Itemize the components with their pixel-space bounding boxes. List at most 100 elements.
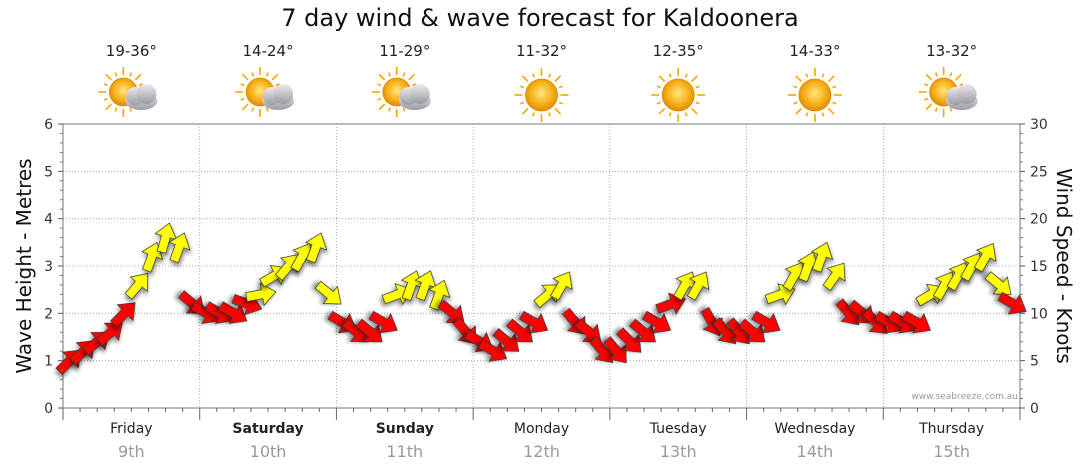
- wind-arrow: [641, 310, 672, 334]
- day-temp: 14-24°: [242, 42, 294, 60]
- wind-arrow-shape: [245, 282, 277, 306]
- sun-ray: [925, 73, 933, 81]
- sun-ray: [923, 97, 929, 101]
- sun-ray: [275, 83, 280, 87]
- sun-ray: [795, 107, 803, 115]
- wind-arrow-shape: [304, 232, 328, 264]
- wind-arrow: [686, 271, 710, 301]
- day-temp: 13-32°: [926, 42, 978, 60]
- day-name: Monday: [513, 421, 570, 437]
- y-left-tick-label: 0: [44, 401, 53, 417]
- wind-arrow: [738, 318, 766, 343]
- sun-cloud-icon: [98, 67, 158, 117]
- sun-ray: [821, 112, 825, 117]
- wave-height-line: [63, 351, 1013, 361]
- sun-ray: [793, 85, 798, 89]
- day-name: Wednesday: [774, 421, 856, 437]
- sun-ray: [114, 107, 118, 112]
- wind-arrow: [506, 318, 533, 343]
- sun-ray: [240, 97, 245, 101]
- sun-ray: [691, 75, 698, 83]
- left-axis-title: Wave Height - Metres: [12, 158, 36, 374]
- wind-arrow: [973, 242, 997, 273]
- y-left-tick-label: 3: [44, 259, 53, 275]
- y-right-tick-label: 5: [1030, 354, 1039, 370]
- sun-ray: [805, 73, 809, 78]
- wind-arrow: [810, 241, 834, 273]
- wind-arrow-shape: [574, 318, 602, 343]
- day-name: Thursday: [919, 421, 985, 437]
- wind-arrow: [437, 299, 465, 324]
- wind-arrow: [574, 318, 602, 343]
- sun-ray: [408, 73, 416, 81]
- wind-arrow-shape: [274, 254, 299, 281]
- sun-ray: [105, 73, 112, 81]
- sun-ray: [832, 101, 837, 105]
- wind-arrow: [304, 232, 328, 264]
- wind-arrow-shape: [428, 279, 451, 311]
- cloud-shape: [262, 84, 295, 110]
- sun-ray: [114, 72, 118, 77]
- y-right-tick-label: 15: [1030, 259, 1048, 275]
- wind-arrow-shape: [738, 318, 766, 343]
- wind-arrow-shape: [810, 241, 834, 273]
- sun-ray: [103, 97, 108, 101]
- sun-ray: [949, 72, 953, 77]
- sun-ray: [548, 112, 552, 117]
- y-right-tick-label: 0: [1030, 401, 1039, 417]
- sun-ray: [251, 72, 255, 77]
- day-temp: 14-33°: [789, 42, 841, 60]
- wind-arrow-shape: [506, 318, 533, 343]
- day-number: 15th: [933, 442, 971, 461]
- sun-ray: [793, 101, 798, 105]
- wind-arrow-shape: [437, 299, 465, 324]
- day-number: 9th: [118, 442, 145, 461]
- sun-ray: [388, 72, 392, 77]
- sun-icon: [514, 68, 569, 122]
- day-number: 11th: [386, 442, 424, 461]
- wind-arrow-shape: [168, 232, 191, 264]
- wind-arrow-shape: [641, 310, 672, 334]
- wind-arrow-shape: [901, 310, 932, 334]
- sun-ray: [251, 107, 255, 112]
- day-name: Tuesday: [649, 421, 707, 437]
- wind-arrow-shape: [492, 328, 520, 352]
- wind-arrow: [822, 262, 846, 291]
- sun-icon: [651, 68, 706, 122]
- wind-arrow: [984, 271, 1012, 295]
- sun-cloud-icon: [918, 67, 978, 117]
- wind-arrow: [314, 280, 342, 305]
- sun-ray: [658, 107, 666, 115]
- sun-ray: [531, 112, 535, 117]
- wind-arrow-shape: [984, 271, 1012, 295]
- wind-arrow-shape: [124, 272, 149, 300]
- cloud-part: [956, 84, 977, 104]
- sun-ray: [684, 73, 688, 78]
- wind-arrow-shape: [314, 280, 342, 305]
- sun-ray: [925, 103, 933, 111]
- cloud-part: [409, 84, 430, 104]
- wind-arrow: [110, 302, 136, 328]
- sun-disc: [798, 78, 832, 112]
- sun-disc: [661, 78, 695, 112]
- day-number: 14th: [796, 442, 834, 461]
- wind-arrow-shape: [518, 310, 549, 334]
- wind-arrow-shape: [616, 327, 642, 353]
- sun-ray: [668, 112, 672, 117]
- wind-arrow: [274, 254, 299, 281]
- wind-arrow-shape: [477, 339, 508, 362]
- wind-arrow: [245, 282, 277, 306]
- sun-ray: [827, 75, 835, 83]
- sun-ray: [138, 83, 144, 87]
- wind-arrow: [616, 327, 642, 353]
- wind-arrow: [901, 310, 932, 334]
- credit-text: www.seabreeze.com.au: [911, 392, 1018, 402]
- cloud-shape: [125, 84, 158, 110]
- sun-ray: [821, 73, 825, 78]
- y-right-tick-label: 25: [1030, 164, 1048, 180]
- wind-arrow: [355, 318, 383, 343]
- cloud-shape: [945, 84, 978, 110]
- sun-ray: [521, 107, 529, 115]
- wind-arrow: [997, 291, 1027, 315]
- sun-ray: [377, 97, 382, 101]
